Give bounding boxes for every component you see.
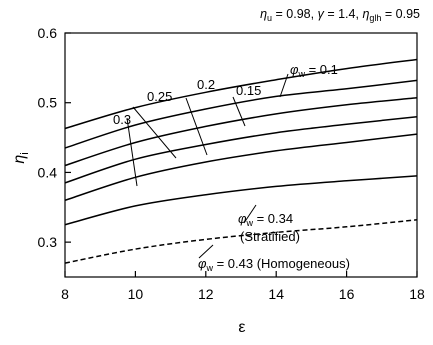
leader-0.1: [279, 73, 289, 98]
series-line-phi-0.3: [64, 133, 418, 202]
leader-0.3: [126, 117, 138, 187]
label-phi-0.15: 0.15: [236, 83, 261, 98]
x-tick-label: 14: [268, 286, 284, 302]
x-axis: 8 10 12 14 16 18: [61, 271, 425, 302]
y-tick-label: 0.3: [38, 234, 58, 250]
y-tick-label: 0.5: [38, 95, 58, 111]
x-tick-label: 8: [61, 286, 69, 302]
plot-area: [64, 32, 418, 278]
label-phi-0.1: φw = 0.1: [290, 62, 338, 79]
y-tick-label: 0.4: [38, 164, 58, 180]
leader-lines: [126, 73, 289, 259]
x-tick-label: 16: [339, 286, 355, 302]
label-phi-0.2: 0.2: [197, 77, 215, 92]
label-stratified: (Stratified): [240, 229, 300, 244]
x-tick-label: 18: [409, 286, 425, 302]
series-line-phi-0.1: [64, 58, 418, 130]
label-phi-0.3: 0.3: [113, 112, 131, 127]
x-tick-label: 10: [128, 286, 144, 302]
leader-0.25: [132, 106, 177, 159]
series-line-phi-0.2: [64, 97, 418, 167]
series-line-phi-0.25: [64, 115, 418, 184]
label-phi-0.34: φw = 0.34: [238, 211, 293, 228]
x-axis-label: ε: [238, 319, 245, 336]
leader-0.2: [185, 97, 208, 156]
y-tick-label: 0.6: [38, 25, 58, 41]
label-phi-0.25: 0.25: [147, 89, 172, 104]
y-axis: 0.3 0.4 0.5 0.6: [38, 25, 71, 250]
leader-0.34: [243, 204, 257, 224]
label-phi-0.43: φw = 0.43 (Homogeneous): [198, 256, 350, 273]
y-axis-label: ηi: [11, 152, 31, 163]
leader-0.43: [198, 244, 214, 259]
series-line-phi-0.34: [64, 175, 418, 226]
parameters-label: ηu = 0.98, γ = 1.4, ηglh = 0.95: [260, 7, 420, 23]
series-line-phi-0.43: [64, 219, 418, 264]
leader-0.15: [232, 96, 246, 127]
plot-frame: [64, 32, 418, 278]
x-tick-label: 12: [198, 286, 214, 302]
